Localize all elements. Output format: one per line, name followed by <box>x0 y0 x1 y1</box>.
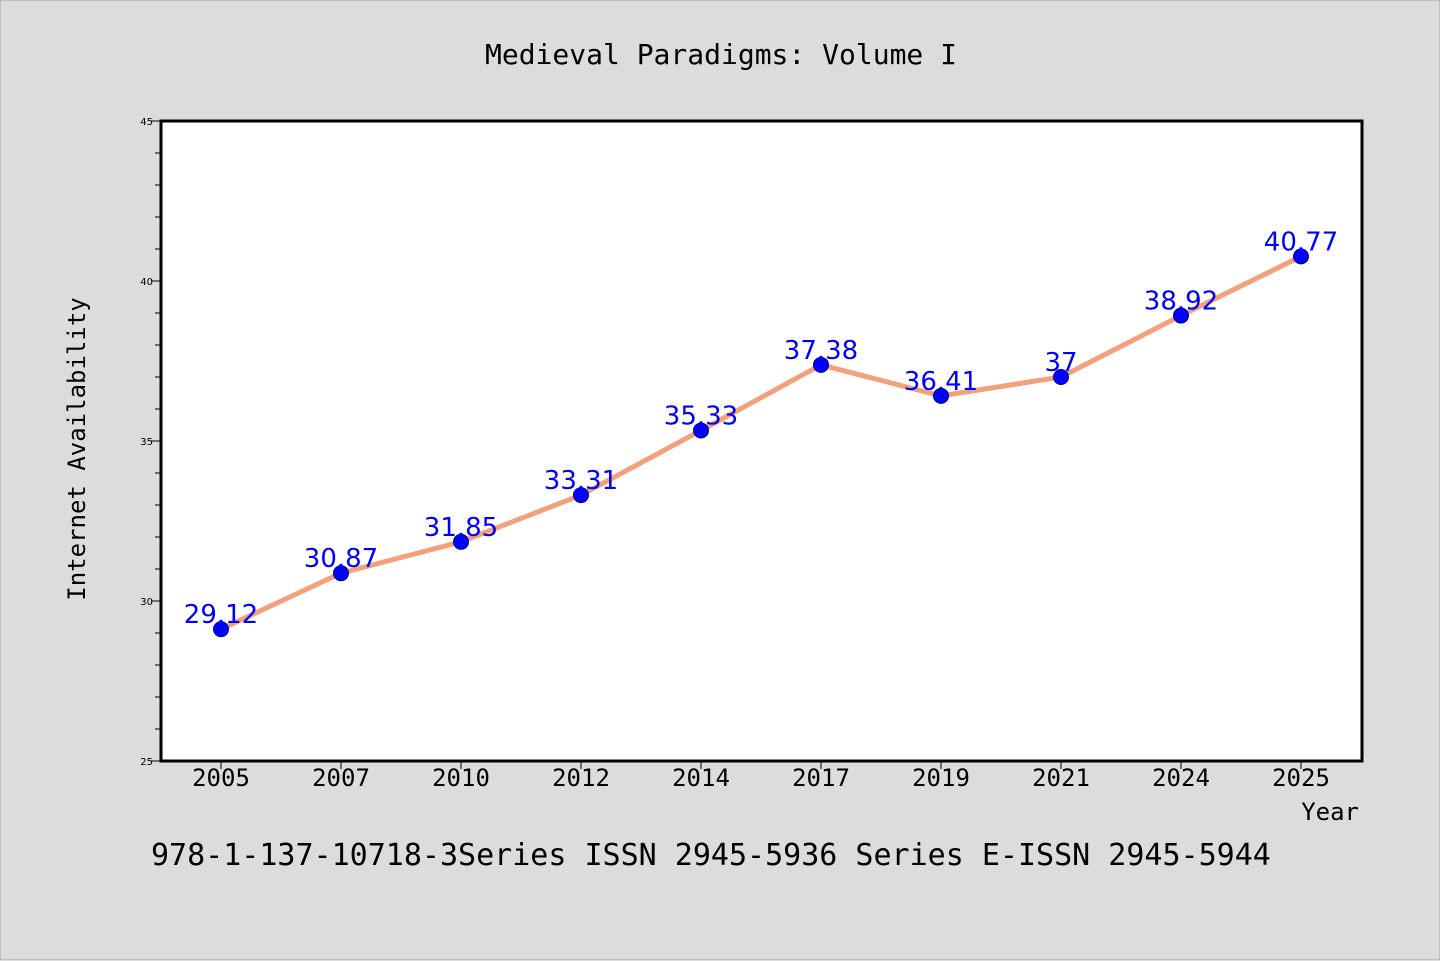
data-point <box>453 533 469 550</box>
y-tick-label: 40 <box>140 277 153 288</box>
y-tick-label: 30 <box>140 597 153 608</box>
y-axis-label: Internet Availability <box>63 297 91 600</box>
y-axis: 25 30 35 40 45 <box>140 117 161 768</box>
data-label: 31.85 <box>424 513 498 543</box>
data-label: 37.38 <box>784 336 858 366</box>
data-point <box>213 621 229 638</box>
plot-frame <box>159 119 1364 763</box>
data-labels: 29.12 30.87 31.85 33.31 35.33 37.38 36.41 37 38.… <box>184 227 1338 630</box>
series-group <box>213 248 1309 638</box>
data-point <box>1173 307 1189 324</box>
y-tick-label: 25 <box>140 757 153 768</box>
x-tick-label: 2005 <box>192 764 250 792</box>
data-label: 36.41 <box>904 367 978 397</box>
chart-title: Medieval Paradigms: Volume I <box>485 38 957 71</box>
x-tick-label: 2021 <box>1032 764 1090 792</box>
data-label: 29.12 <box>184 600 258 630</box>
data-label: 40.77 <box>1264 227 1338 257</box>
data-label: 33.31 <box>544 466 618 496</box>
x-tick-label: 2024 <box>1152 764 1210 792</box>
x-tick-label: 2019 <box>912 764 970 792</box>
x-tick-label: 2012 <box>552 764 610 792</box>
x-tick-label: 2007 <box>312 764 370 792</box>
x-tick-label: 2025 <box>1272 764 1330 792</box>
data-label: 35.33 <box>664 401 738 431</box>
data-label: 37 <box>1044 348 1077 378</box>
data-point <box>813 356 829 373</box>
y-tick-label: 35 <box>140 437 153 448</box>
data-label: 38.92 <box>1144 287 1218 317</box>
x-axis-label: Year <box>1301 798 1359 826</box>
isbn-footer: 978-1-137-10718-3Series ISSN 2945-5936 S… <box>151 838 1271 873</box>
x-tick-label: 2010 <box>432 764 490 792</box>
x-tick-label: 2014 <box>672 764 730 792</box>
x-axis: 2005 2007 2010 2012 2014 2017 2019 2021 2024 2025 <box>192 761 1330 792</box>
data-label: 30.87 <box>304 544 378 574</box>
series-line <box>218 253 1304 632</box>
data-point <box>693 422 709 439</box>
plot-area <box>161 121 1362 761</box>
data-point <box>933 387 949 404</box>
data-point <box>1053 369 1069 385</box>
x-tick-label: 2017 <box>792 764 850 792</box>
y-tick-label: 45 <box>140 117 153 128</box>
data-point <box>333 565 349 582</box>
data-point <box>573 487 589 504</box>
data-point <box>1293 248 1309 265</box>
